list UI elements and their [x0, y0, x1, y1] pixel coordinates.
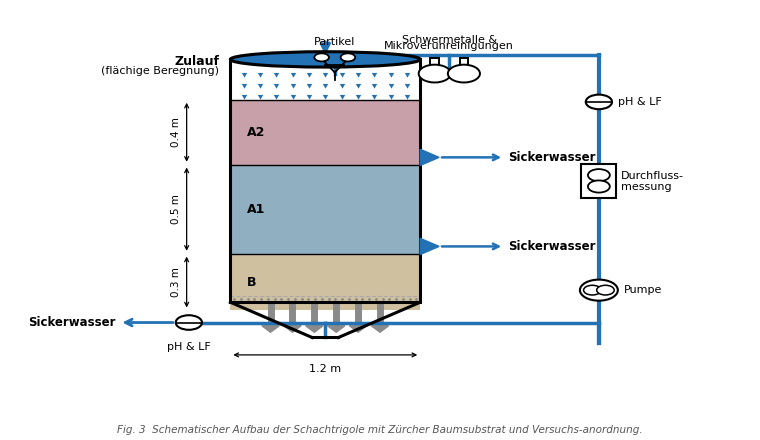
Text: 0.3 m: 0.3 m [172, 267, 182, 297]
Text: (flächige Beregnung): (flächige Beregnung) [102, 66, 220, 76]
Circle shape [419, 65, 451, 82]
Ellipse shape [230, 52, 420, 67]
Bar [230, 100, 420, 165]
Text: messung: messung [621, 182, 671, 192]
Polygon shape [350, 326, 367, 332]
Text: Fig. 3  Schematischer Aufbau der Schachtrigole mit Zürcher Baumsubstrat und Vers: Fig. 3 Schematischer Aufbau der Schachtr… [117, 425, 643, 435]
Circle shape [588, 169, 610, 181]
Text: A2: A2 [246, 126, 264, 139]
Polygon shape [261, 326, 280, 332]
Polygon shape [420, 238, 439, 254]
Text: Zulauf: Zulauf [175, 55, 220, 68]
Text: Sickerwasser: Sickerwasser [508, 151, 595, 164]
Text: Sickerwasser: Sickerwasser [508, 240, 595, 253]
Polygon shape [371, 326, 389, 332]
Circle shape [176, 315, 202, 330]
Text: Sickerwasser: Sickerwasser [28, 316, 116, 329]
Text: Partikel: Partikel [314, 37, 356, 47]
Text: A1: A1 [246, 203, 264, 216]
Text: 0.5 m: 0.5 m [172, 194, 182, 224]
Circle shape [315, 53, 329, 62]
Text: 1.2 m: 1.2 m [309, 364, 341, 374]
Text: 0.4 m: 0.4 m [172, 117, 182, 147]
Circle shape [580, 279, 618, 301]
Text: Pumpe: Pumpe [624, 285, 662, 295]
Polygon shape [283, 326, 301, 332]
Polygon shape [328, 326, 345, 332]
Polygon shape [420, 149, 439, 165]
Circle shape [584, 285, 601, 295]
Circle shape [588, 180, 610, 193]
Text: Mikroverunreinigungen: Mikroverunreinigungen [385, 41, 515, 51]
Text: Durchfluss-: Durchfluss- [621, 171, 684, 181]
Circle shape [597, 285, 614, 295]
Bar [230, 165, 420, 254]
Bar [230, 59, 420, 100]
Text: B: B [246, 275, 256, 289]
Bar [230, 59, 420, 302]
Text: pH & LF: pH & LF [167, 342, 211, 352]
Circle shape [586, 95, 612, 109]
Circle shape [448, 65, 480, 82]
Text: Schwermetalle &: Schwermetalle & [402, 35, 497, 45]
Bar [581, 164, 616, 198]
Text: pH & LF: pH & LF [618, 97, 662, 107]
Circle shape [340, 53, 355, 62]
Polygon shape [306, 326, 323, 332]
Bar [230, 254, 420, 310]
